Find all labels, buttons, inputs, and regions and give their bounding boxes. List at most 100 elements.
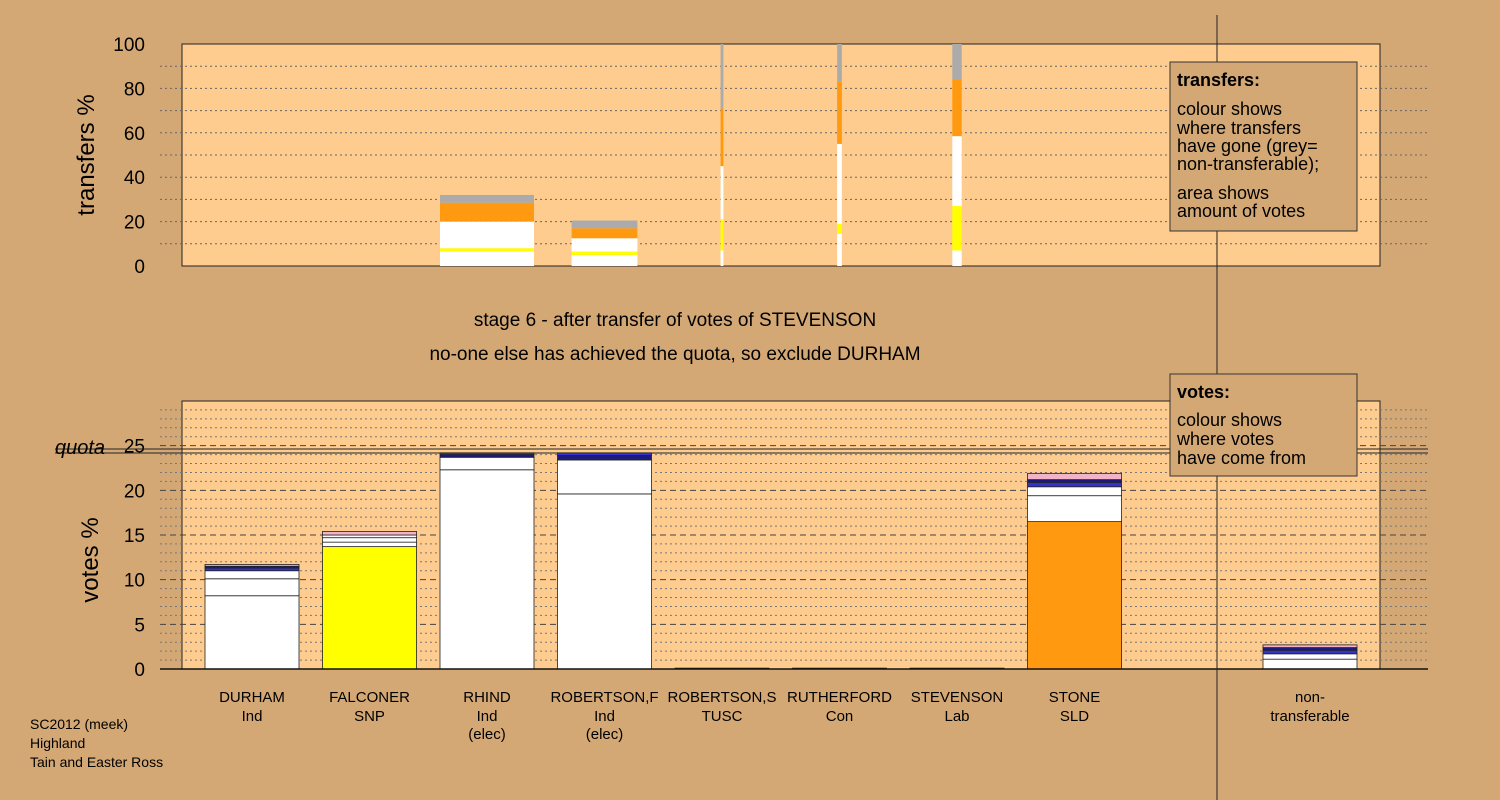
votes-bar-segment — [439, 469, 535, 670]
transfers-tick-label: 40 — [124, 168, 145, 189]
candidate-name-label: STONE — [1049, 689, 1100, 706]
transfers-bar-segment — [837, 81, 842, 144]
candidate-party-label: TUSC — [702, 708, 743, 725]
transfers-bar-segment — [571, 228, 638, 239]
votes-bar-segment — [1027, 472, 1122, 481]
transfers-legend-line: where transfers — [1176, 118, 1301, 138]
transfers-bar-segment — [720, 108, 724, 167]
candidate-party-label: SLD — [1060, 708, 1089, 725]
nontransferable-bar-segment — [1262, 649, 1358, 655]
transfers-bar-segment — [571, 220, 638, 229]
candidate-name-label: RHIND — [463, 689, 511, 706]
candidate-name-label: RUTHERFORD — [787, 689, 892, 706]
votes-bar-segment — [204, 564, 300, 567]
votes-tick-label: 5 — [134, 615, 145, 636]
footer-line-2: Highland — [30, 735, 85, 751]
transfers-bar-segment — [720, 44, 724, 109]
candidate-name-label: ROBERTSON,S — [668, 689, 777, 706]
transfers-bar-segment — [837, 233, 842, 266]
transfers-bar-segment — [440, 248, 534, 252]
candidate-party-label: Con — [826, 708, 854, 725]
votes-bar-segment — [439, 456, 535, 471]
transfers-bar-segment — [952, 44, 962, 80]
votes-bar-segment — [322, 531, 417, 536]
votes-bar-segment — [204, 578, 300, 597]
nontransferable-bar-segment — [1262, 644, 1358, 648]
transfers-bar-segment — [571, 238, 638, 252]
votes-axis-label: votes % — [77, 517, 104, 602]
nontransferable-bar-segment — [1262, 647, 1358, 651]
votes-bar-segment — [557, 455, 652, 461]
votes-tick-label: 20 — [124, 481, 145, 502]
transfers-bar-segment — [720, 166, 724, 220]
votes-legend-line: have come from — [1177, 448, 1306, 468]
votes-tick-label: 10 — [124, 571, 145, 592]
votes-legend-line: colour shows — [1177, 410, 1282, 430]
candidate-name-label: DURHAM — [219, 689, 285, 706]
footer-line-3: Tain and Easter Ross — [30, 754, 163, 770]
votes-bar-segment — [439, 452, 535, 455]
transfers-bar-segment — [720, 250, 724, 266]
votes-bar-segment — [557, 459, 652, 495]
transfers-bar-segment — [440, 194, 534, 203]
transfers-legend-line: area shows — [1177, 183, 1269, 203]
candidate-party-label: Lab — [944, 708, 969, 725]
candidate-name-label: FALCONER — [329, 689, 410, 706]
transfers-tick-label: 80 — [124, 79, 145, 100]
votes-legend-box — [1169, 373, 1358, 477]
nontransferable-label: non- — [1295, 689, 1325, 706]
transfers-bar-segment — [440, 221, 534, 249]
transfers-tick-label: 20 — [124, 213, 145, 234]
votes-bar-segment — [322, 534, 417, 539]
votes-tick-label: 0 — [134, 660, 145, 681]
votes-bar-segment — [204, 570, 300, 580]
annotations: transfers % votes % stage 6 - after tran… — [30, 94, 921, 770]
candidate-name-label: STEVENSON — [911, 689, 1004, 706]
votes-bar-segment — [1027, 479, 1122, 483]
votes-bar-segment — [1027, 486, 1122, 497]
transfers-bar-segment — [440, 202, 534, 222]
votes-chart: 0510152025DURHAMIndFALCONERSNPRHINDInd(e… — [55, 400, 1428, 743]
transfers-bar-segment — [837, 223, 842, 234]
votes-legend-line: where votes — [1176, 429, 1274, 449]
votes-tick-label: 25 — [124, 437, 145, 458]
votes-bar-segment — [1027, 495, 1122, 522]
transfers-tick-label: 60 — [124, 124, 145, 145]
stage-line-1: stage 6 - after transfer of votes of STE… — [474, 310, 876, 331]
transfers-bar-segment — [952, 206, 962, 251]
candidate-name-label: ROBERTSON,F — [550, 689, 658, 706]
votes-tick-label: 15 — [124, 526, 145, 547]
transfers-bar-segment — [571, 251, 638, 255]
transfers-bar-segment — [837, 143, 842, 224]
candidate-party-label: SNP — [354, 708, 385, 725]
votes-bar-segment — [204, 567, 300, 572]
votes-bar-segment — [1027, 521, 1122, 670]
transfers-legend-line: colour shows — [1177, 99, 1282, 119]
transfers-bar-segment — [952, 250, 962, 266]
transfers-bar-segment — [952, 79, 962, 137]
candidate-status-label: (elec) — [586, 726, 624, 743]
transfers-legend-title: transfers: — [1177, 70, 1260, 90]
transfers-legend-box — [1169, 61, 1358, 232]
nontransferable-label: transferable — [1270, 708, 1349, 725]
transfers-bar-segment — [837, 44, 842, 82]
quota-label: quota — [55, 437, 105, 459]
transfers-axis-label: transfers % — [73, 94, 100, 215]
transfers-legend-line: have gone (grey= — [1177, 136, 1318, 156]
votes-legend-title: votes: — [1177, 382, 1230, 402]
votes-bar-segment — [1027, 481, 1122, 488]
transfers-legend-line: non-transferable); — [1177, 154, 1319, 174]
footer-line-1: SC2012 (meek) — [30, 716, 128, 732]
votes-bar-segment — [204, 595, 300, 670]
transfers-tick-label: 100 — [113, 35, 145, 56]
votes-bar-segment — [439, 454, 535, 458]
votes-bar-segment — [557, 493, 652, 670]
candidate-status-label: (elec) — [468, 726, 506, 743]
candidate-party-label: Ind — [477, 708, 498, 725]
votes-bar-segment — [322, 546, 417, 670]
stage-line-2: no-one else has achieved the quota, so e… — [429, 344, 920, 365]
transfers-bar-segment — [440, 251, 534, 266]
transfers-bar-segment — [720, 219, 724, 251]
transfers-bar-segment — [952, 136, 962, 207]
